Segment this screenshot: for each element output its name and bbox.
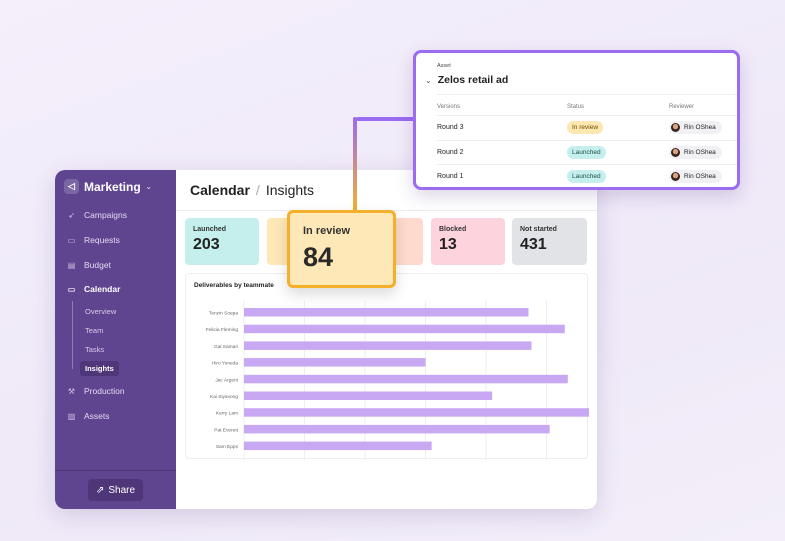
category-label: Gal Samari (214, 344, 238, 350)
bar[interactable] (244, 408, 589, 417)
deliverables-chart: Deliverables by teammate Tenzin Soepa Fel… (185, 273, 589, 460)
wrench-icon: ⚒ (67, 386, 76, 396)
version-cell: Round 3 (437, 124, 464, 131)
sidebar-item-campaigns[interactable]: ➶ Campaigns (68, 210, 127, 220)
category-label: Kerry Lam (216, 411, 238, 417)
sidebar-divider (55, 470, 176, 471)
status-badge: Launched (567, 145, 606, 159)
category-label: Kai Siyavong (210, 394, 238, 400)
chart-title: Deliverables by teammate (194, 282, 274, 289)
chevron-down-icon: ⌄ (145, 183, 152, 191)
ledger-icon: ▤ (67, 260, 76, 270)
category-label: Sam Epps (216, 444, 239, 450)
subnav-insights[interactable]: Insights (80, 361, 119, 376)
avatar (671, 123, 680, 132)
bar[interactable] (244, 341, 532, 350)
sidebar-item-calendar[interactable]: ▭ Calendar (67, 284, 121, 294)
share-icon: ⇗ (95, 484, 105, 496)
megaphone-icon: ◁ (64, 179, 79, 194)
subnav-tasks[interactable]: Tasks (85, 345, 105, 354)
asset-detail-card: Asset ⌄ Zelos retail ad Versions Status Rev… (413, 50, 740, 190)
reviewer-chip[interactable]: Rin OShea (669, 170, 722, 183)
sidebar-item-requests[interactable]: ▭ Requests (67, 235, 120, 245)
table-row[interactable]: Round 3 In review Rin OShea (437, 115, 737, 139)
bar[interactable] (244, 441, 432, 451)
inbox-icon: ▭ (67, 235, 76, 245)
category-label: Tenzin Soepa (209, 311, 238, 317)
avatar (671, 172, 680, 181)
bar[interactable] (244, 308, 529, 317)
stat-card-not-started[interactable]: Not started 431 (512, 218, 587, 265)
sidebar-item-budget[interactable]: ▤ Budget (67, 260, 111, 270)
sidebar: ◁ Marketing ⌄ ➶ Campaigns ▭ Requests ▤ Budget… (55, 170, 176, 509)
connector-line (356, 117, 416, 121)
bar[interactable] (244, 374, 568, 384)
bar[interactable] (244, 358, 426, 367)
calendar-icon: ▭ (67, 284, 76, 294)
subnav-team[interactable]: Team (85, 326, 104, 335)
table-header: Versions Status Reviewer (437, 94, 737, 118)
sidebar-item-assets[interactable]: ▨ Assets (67, 411, 110, 421)
version-cell: Round 1 (437, 173, 464, 180)
bar[interactable] (244, 324, 565, 334)
asset-title: Zelos retail ad (437, 74, 509, 86)
category-label: Hiro Yoneda (212, 361, 238, 367)
stat-card-blocked[interactable]: Blocked 13 (431, 218, 505, 265)
breadcrumb-insights: Insights (265, 182, 315, 198)
sidebar-item-production[interactable]: ⚒ Production (67, 386, 125, 396)
workspace-switcher[interactable]: ◁ Marketing ⌄ (64, 179, 152, 194)
status-badge: In review (567, 121, 604, 134)
table-row[interactable]: Round 2 Launched Rin OShea (437, 139, 737, 164)
reviewer-chip[interactable]: Rin OShea (669, 121, 722, 134)
subnav-overview[interactable]: Overview (85, 307, 117, 316)
bar[interactable] (244, 424, 550, 434)
connector-line-vertical (353, 117, 357, 212)
reviewer-chip[interactable]: Rin OShea (669, 145, 722, 159)
image-icon: ▨ (67, 411, 76, 421)
subnav-line (72, 301, 73, 369)
status-badge: Launched (567, 170, 606, 183)
in-review-highlight-card[interactable]: In review 84 (287, 210, 396, 288)
category-label: Jac Argent (215, 377, 238, 383)
version-cell: Round 2 (437, 148, 464, 156)
breadcrumb-calendar[interactable]: Calendar (190, 182, 250, 198)
share-button[interactable]: ⇗ Share (88, 479, 143, 501)
category-label: Felicia Fleming (206, 327, 239, 333)
stat-card-launched[interactable]: Launched 203 (185, 218, 259, 265)
category-label: Pat Everett (214, 427, 238, 433)
bar-chart-svg: Tenzin Soepa Felicia Fleming Gal Samari Hir… (206, 301, 589, 460)
bar[interactable] (244, 391, 493, 401)
chevron-down-icon[interactable]: ⌄ (425, 75, 432, 85)
breadcrumb: Calendar / Insights (190, 182, 315, 198)
rocket-icon: ➶ (68, 210, 75, 220)
avatar (671, 147, 680, 157)
table-row[interactable]: Round 1 Launched Rin OShea (437, 164, 737, 188)
